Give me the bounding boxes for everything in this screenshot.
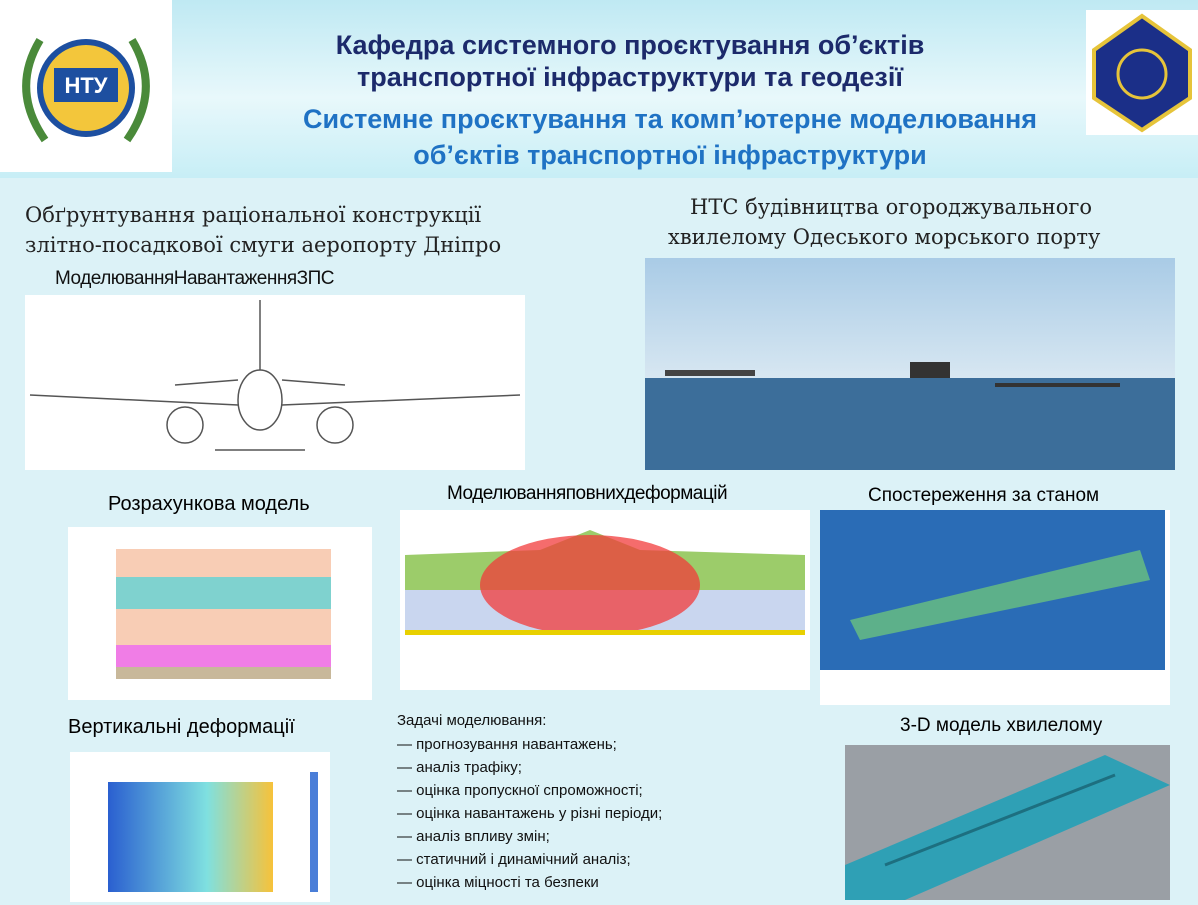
- task-item: — оцінка міцності та безпеки: [397, 874, 599, 891]
- panel-title: Розрахункова модель: [108, 493, 310, 515]
- left-heading: злітно-посадкової смуги аеропорту Дніпро: [25, 233, 502, 257]
- logo-right-graphic: [1092, 13, 1192, 133]
- task-item: — оцінка пропускної спроможності;: [397, 782, 643, 799]
- airplane-drawing: [25, 295, 525, 470]
- logo-left: НТУ: [0, 0, 172, 172]
- logo-left-graphic: НТУ: [22, 37, 150, 143]
- task-item: — аналіз трафіку;: [397, 759, 522, 776]
- task-item: — статичний і динамічний аналіз;: [397, 851, 631, 868]
- logo-right: [1086, 10, 1198, 135]
- task-item: — аналіз впливу змін;: [397, 828, 550, 845]
- logo-text: НТУ: [64, 73, 107, 98]
- right-heading: хвилелому Одеського морського порту: [668, 225, 1101, 249]
- header-title: Кафедра системного проєктування об’єктів: [335, 30, 925, 60]
- tasks-title: Задачі моделювання:: [397, 712, 547, 729]
- calc-model-figure: [68, 527, 372, 700]
- left-heading: Обґрунтування раціональної конструкції: [25, 203, 482, 227]
- deformation-figure: [400, 510, 810, 690]
- header-subtitle: об’єктів транспортної інфраструктури: [413, 140, 927, 170]
- header-title: транспортної інфраструктури та геодезії: [357, 62, 903, 92]
- right-heading: НТС будівництва огороджувального: [690, 195, 1093, 219]
- monitoring-figure: [820, 510, 1170, 705]
- task-item: — оцінка навантажень у різні періоди;: [397, 805, 663, 822]
- header-band: [0, 0, 1198, 178]
- vertical-deformation-figure: [70, 752, 330, 902]
- panel-title: Моделюванняповнихдеформацій: [447, 483, 728, 504]
- panel-title: 3-D модель хвилелому: [900, 715, 1103, 736]
- panel-title: Вертикальні деформації: [68, 716, 295, 738]
- sea-photo: [645, 258, 1175, 470]
- model-3d-figure: [845, 745, 1170, 900]
- tasks: Задачі моделювання: — прогнозування нава…: [397, 712, 662, 897]
- task-item: — прогнозування навантажень;: [397, 736, 617, 753]
- header-subtitle: Системне проєктування та комп’ютерне мод…: [302, 104, 1038, 134]
- caption: МоделюванняНавантаженняЗПС: [55, 268, 334, 289]
- panel-title: Спостереження за станом: [868, 485, 1100, 506]
